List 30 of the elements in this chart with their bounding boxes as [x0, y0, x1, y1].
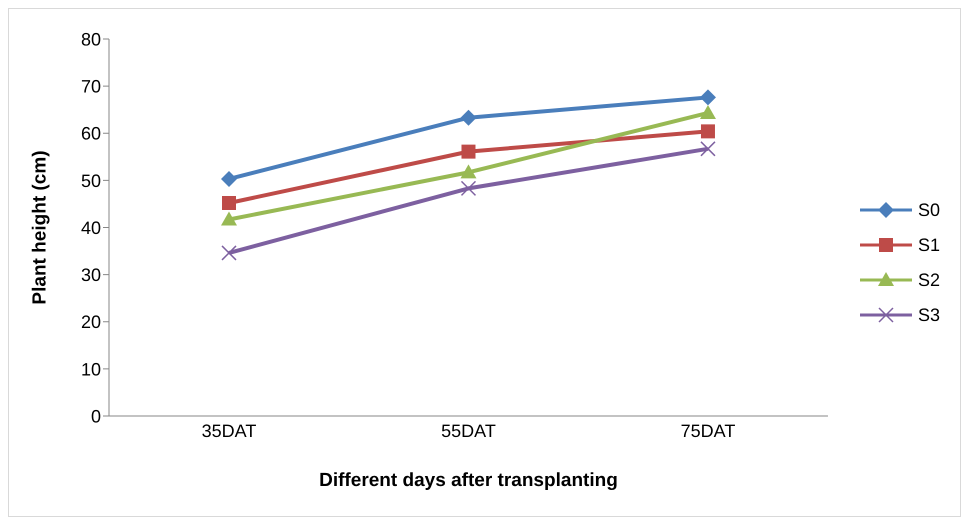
y-tick-label: 20 — [80, 312, 101, 332]
y-axis-title: Plant height (cm) — [30, 150, 51, 305]
point — [221, 170, 237, 187]
y-tick-label: 60 — [80, 124, 101, 144]
y-tick-label: 50 — [80, 170, 101, 191]
point — [700, 89, 716, 106]
y-tick-label: 30 — [80, 265, 101, 286]
legend-label: S2 — [918, 270, 940, 290]
y-tick-label: 70 — [80, 76, 101, 97]
point — [221, 245, 237, 261]
point — [222, 196, 236, 210]
x-tick-label: 35DAT — [202, 420, 256, 441]
y-tick-label: 0 — [90, 406, 101, 426]
x-tick-label: 55DAT — [441, 420, 496, 441]
legend-label: S0 — [918, 200, 940, 220]
point — [221, 211, 237, 226]
point — [460, 180, 476, 196]
point — [460, 110, 476, 126]
point — [461, 144, 476, 159]
y-tick-label: 40 — [80, 218, 101, 238]
y-tick-label: 10 — [80, 359, 101, 380]
x-tick-label: 75DAT — [680, 420, 736, 441]
point — [700, 124, 715, 138]
point — [700, 104, 716, 119]
legend-label: S1 — [918, 234, 940, 256]
point — [700, 141, 716, 157]
y-tick-label: 80 — [80, 29, 101, 50]
point — [460, 164, 476, 178]
x-axis-title: Different days after transplanting — [319, 470, 618, 491]
legend-label: S3 — [918, 304, 940, 326]
